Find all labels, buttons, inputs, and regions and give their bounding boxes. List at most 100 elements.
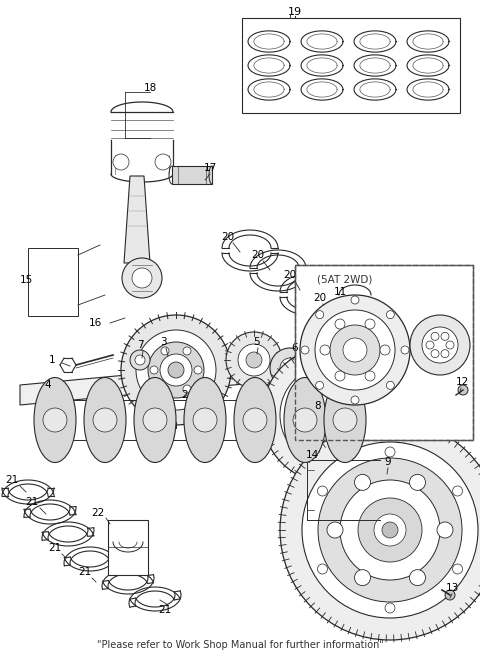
Circle shape xyxy=(441,332,449,340)
Circle shape xyxy=(343,338,367,362)
Circle shape xyxy=(300,295,410,405)
Circle shape xyxy=(363,410,373,420)
Text: 14: 14 xyxy=(305,450,319,460)
Circle shape xyxy=(382,522,398,538)
Circle shape xyxy=(330,325,380,375)
Polygon shape xyxy=(20,355,340,405)
Text: 1: 1 xyxy=(48,355,55,365)
Text: 8: 8 xyxy=(315,401,321,411)
Circle shape xyxy=(446,341,454,349)
Circle shape xyxy=(293,408,317,432)
Ellipse shape xyxy=(134,378,176,463)
Text: 7: 7 xyxy=(137,340,144,350)
Circle shape xyxy=(314,399,346,431)
Circle shape xyxy=(320,345,330,355)
Circle shape xyxy=(315,310,395,390)
Circle shape xyxy=(431,350,439,358)
Circle shape xyxy=(365,371,375,381)
Circle shape xyxy=(130,350,150,370)
Text: 4: 4 xyxy=(45,380,51,390)
Ellipse shape xyxy=(234,378,276,463)
Circle shape xyxy=(365,319,375,329)
Circle shape xyxy=(355,474,371,490)
Circle shape xyxy=(226,332,282,388)
Text: 18: 18 xyxy=(144,83,156,93)
Circle shape xyxy=(301,346,309,354)
Circle shape xyxy=(318,458,462,602)
Text: 20: 20 xyxy=(221,232,235,242)
Circle shape xyxy=(410,315,470,375)
Text: 21: 21 xyxy=(48,543,61,553)
Text: 3: 3 xyxy=(160,337,166,347)
Circle shape xyxy=(355,569,371,586)
Text: 15: 15 xyxy=(20,275,33,285)
Text: 5: 5 xyxy=(252,337,259,347)
Text: 9: 9 xyxy=(384,457,391,467)
Circle shape xyxy=(161,385,169,393)
Circle shape xyxy=(317,486,327,496)
Polygon shape xyxy=(124,176,150,263)
Circle shape xyxy=(132,268,152,288)
Circle shape xyxy=(93,408,117,432)
Circle shape xyxy=(121,315,231,425)
Circle shape xyxy=(243,408,267,432)
Circle shape xyxy=(168,362,184,378)
Ellipse shape xyxy=(34,378,76,463)
Circle shape xyxy=(344,443,354,453)
Circle shape xyxy=(380,345,390,355)
Bar xyxy=(295,265,473,440)
Circle shape xyxy=(285,363,295,373)
Ellipse shape xyxy=(324,378,366,463)
Circle shape xyxy=(270,348,310,388)
Circle shape xyxy=(409,569,425,586)
Circle shape xyxy=(302,442,478,618)
Text: 19: 19 xyxy=(288,7,302,17)
Circle shape xyxy=(386,310,395,319)
Circle shape xyxy=(385,603,395,613)
Bar xyxy=(172,166,212,184)
Text: "Please refer to Work Shop Manual for further information": "Please refer to Work Shop Manual for fu… xyxy=(96,640,384,650)
Circle shape xyxy=(335,319,345,329)
Circle shape xyxy=(453,486,463,496)
Circle shape xyxy=(335,371,345,381)
Circle shape xyxy=(193,408,217,432)
Circle shape xyxy=(155,154,171,170)
Text: 12: 12 xyxy=(456,377,468,387)
Text: 6: 6 xyxy=(292,343,298,353)
Circle shape xyxy=(135,355,145,365)
Circle shape xyxy=(327,522,343,538)
Ellipse shape xyxy=(184,378,226,463)
Circle shape xyxy=(306,377,316,387)
Circle shape xyxy=(122,258,162,298)
Text: 10: 10 xyxy=(442,333,455,343)
Circle shape xyxy=(280,358,300,378)
Text: 22: 22 xyxy=(91,508,105,518)
Text: 13: 13 xyxy=(445,583,458,593)
Circle shape xyxy=(160,354,192,386)
Circle shape xyxy=(194,366,202,374)
Ellipse shape xyxy=(284,378,326,463)
Circle shape xyxy=(317,564,327,574)
Text: (5AT 2WD): (5AT 2WD) xyxy=(317,274,372,284)
Circle shape xyxy=(351,296,359,304)
Circle shape xyxy=(246,352,262,368)
Circle shape xyxy=(441,350,449,358)
Circle shape xyxy=(280,365,380,465)
Ellipse shape xyxy=(84,378,126,463)
Text: 2: 2 xyxy=(182,390,188,400)
Circle shape xyxy=(113,154,129,170)
Text: 20: 20 xyxy=(283,270,297,280)
Circle shape xyxy=(150,366,158,374)
Text: 21: 21 xyxy=(78,567,92,577)
Circle shape xyxy=(136,330,216,410)
Circle shape xyxy=(262,347,398,483)
Circle shape xyxy=(422,327,458,363)
Circle shape xyxy=(161,347,169,355)
Text: 20: 20 xyxy=(252,250,264,260)
Circle shape xyxy=(238,344,270,376)
Circle shape xyxy=(344,377,354,387)
Circle shape xyxy=(298,383,362,447)
Bar xyxy=(28,248,78,316)
Circle shape xyxy=(378,472,388,482)
Circle shape xyxy=(183,385,191,393)
